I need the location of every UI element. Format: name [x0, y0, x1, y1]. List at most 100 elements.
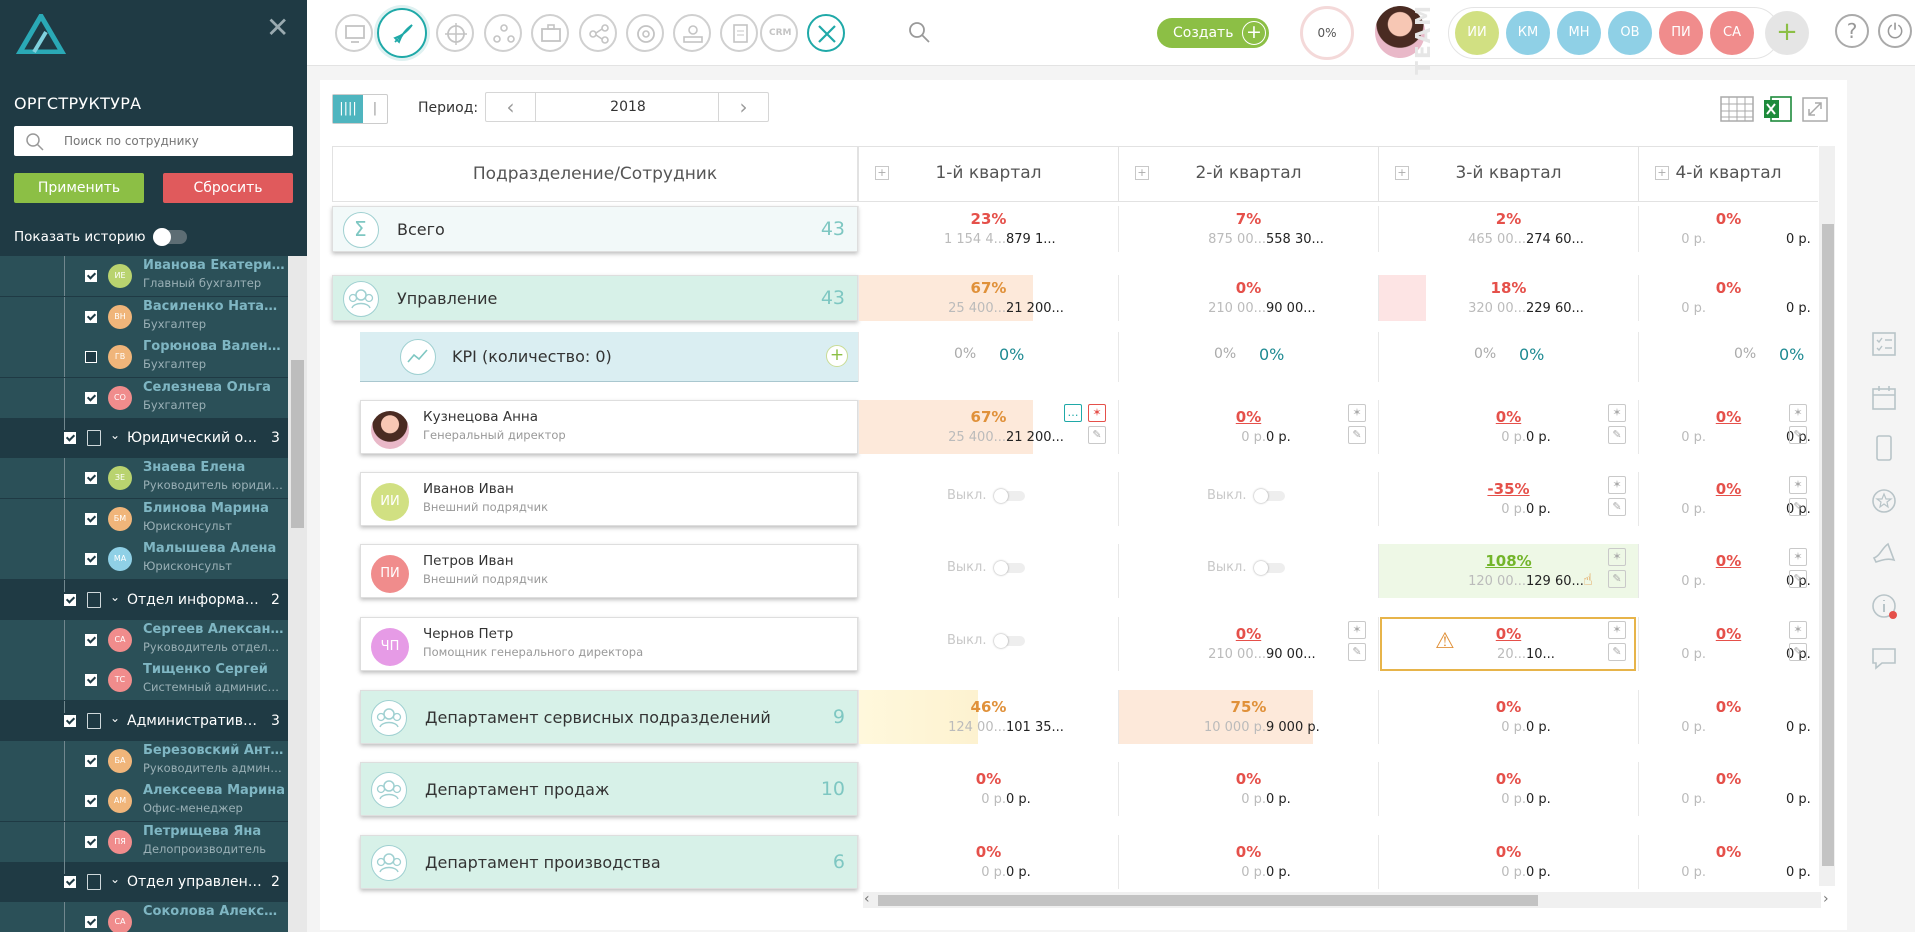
- kpi-cell[interactable]: 0% 0 р. 0 р.: [1378, 835, 1638, 889]
- checklist-icon[interactable]: [1870, 330, 1898, 358]
- close-icon[interactable]: ✕: [266, 11, 290, 44]
- scroll-right-icon[interactable]: ›: [1823, 891, 1829, 907]
- expand-quarter-icon[interactable]: +: [1655, 166, 1669, 180]
- edit-icon[interactable]: ✎: [1789, 426, 1807, 444]
- percent-value[interactable]: 18%: [1490, 279, 1527, 297]
- create-button[interactable]: Создать +: [1157, 18, 1269, 48]
- tree-employee-item[interactable]: ВН Василенко Наталья Бухгалтер: [0, 296, 288, 337]
- employee-checkbox[interactable]: [85, 835, 97, 848]
- percent-value[interactable]: 46%: [970, 698, 1007, 716]
- kpi-cell[interactable]: 0% 0 р. 0 р.: [1118, 835, 1378, 889]
- edit-icon[interactable]: ✎: [1088, 426, 1106, 444]
- fullscreen-icon[interactable]: [1802, 94, 1828, 124]
- percent-value[interactable]: 75%: [1230, 698, 1267, 716]
- department-name[interactable]: Отдел информационных технологий: [127, 591, 265, 608]
- edit-icon[interactable]: ✎: [1348, 426, 1366, 444]
- reset-button[interactable]: Сбросить: [163, 173, 293, 203]
- tree-department-item[interactable]: ⌄ Отдел управления персоналом 2: [0, 862, 288, 902]
- kpi-cell[interactable]: 0% 0 р. 0 р.: [1378, 762, 1638, 816]
- logo-icon[interactable]: [16, 14, 66, 54]
- chevron-down-icon[interactable]: ⌄: [110, 710, 121, 725]
- pin-icon[interactable]: ✶: [1088, 404, 1106, 422]
- employee-name[interactable]: Березовский Антон: [143, 742, 285, 758]
- edit-icon[interactable]: ✎: [1789, 498, 1807, 516]
- total-row[interactable]: Σ Всего 43: [332, 206, 858, 252]
- percent-value[interactable]: 0%: [1715, 279, 1742, 297]
- pin-icon[interactable]: ✶: [1348, 621, 1366, 639]
- employee-row[interactable]: ЧП Чернов Петр Помощник генерального дирек…: [360, 617, 858, 671]
- row-name[interactable]: KPI (количество: 0): [452, 347, 612, 366]
- kpi-cell[interactable]: 0% 0 р. 0 р.: [1638, 275, 1818, 321]
- tree-department-item[interactable]: ⌄ Административно-хозяйственный отдел 3: [0, 700, 288, 741]
- kpi-cell[interactable]: 0% 0 р. 0 р. ✶ ✎: [1638, 400, 1818, 454]
- pin-icon[interactable]: ✶: [1789, 404, 1807, 422]
- employee-name[interactable]: Алексеева Марина: [143, 783, 285, 798]
- department-checkbox[interactable]: [64, 876, 76, 888]
- power-icon[interactable]: ⏻: [1878, 14, 1912, 48]
- employee-row[interactable]: ПИ Петров Иван Внешний подрядчик: [360, 544, 858, 598]
- employee-checkbox[interactable]: [85, 472, 97, 484]
- star-icon[interactable]: [1870, 487, 1898, 515]
- pin-icon[interactable]: ✶: [1608, 404, 1626, 422]
- tree-employee-item[interactable]: СА Сергеев Александр Руководитель отдела И…: [0, 619, 288, 660]
- chevron-down-icon[interactable]: ⌄: [110, 872, 121, 886]
- percent-value[interactable]: 0%: [1495, 408, 1522, 426]
- goal-icon[interactable]: [626, 14, 664, 52]
- share-icon[interactable]: [579, 14, 617, 52]
- expand-quarter-icon[interactable]: +: [1395, 166, 1409, 180]
- tree-employee-item[interactable]: ЗЕ Знаева Елена Руководитель юридического …: [0, 458, 288, 498]
- department-row[interactable]: Департамент производства 6: [360, 835, 858, 889]
- kpi-cell[interactable]: 0% 0 р. 0 р.: [1378, 690, 1638, 744]
- view-single-icon[interactable]: |: [372, 101, 378, 116]
- pin-icon[interactable]: ✶: [1789, 548, 1807, 566]
- team-member-avatar[interactable]: МН: [1557, 11, 1601, 55]
- kpi-cell[interactable]: Выкл.: [1118, 472, 1378, 526]
- network-icon[interactable]: [484, 14, 522, 52]
- percent-value[interactable]: 2%: [1495, 210, 1522, 228]
- kpi-cell[interactable]: 7% 875 00... 558 30...: [1118, 206, 1378, 252]
- kpi-cell[interactable]: 0% 0 р. 0 р.: [1638, 206, 1818, 252]
- percent-value[interactable]: 23%: [970, 210, 1007, 228]
- kpi-cell[interactable]: 0% 0 р. 0 р.: [1638, 835, 1818, 889]
- employee-name[interactable]: Селезнева Ольга: [143, 379, 271, 395]
- employee-name[interactable]: Тищенко Сергей: [143, 662, 268, 677]
- kpi-cell[interactable]: Выкл.: [1118, 544, 1378, 598]
- tree-employee-item[interactable]: ГВ Горюнова Валентина Бухгалтер: [0, 337, 288, 377]
- row-name[interactable]: Всего: [397, 220, 445, 239]
- kpi-cell[interactable]: 2% 465 00... 274 60...: [1378, 206, 1638, 252]
- percent-value[interactable]: 0%: [1235, 770, 1262, 788]
- history-toggle[interactable]: [153, 228, 187, 246]
- percent-value[interactable]: -35%: [1487, 480, 1530, 498]
- edit-icon[interactable]: ✎: [1789, 643, 1807, 661]
- briefcase-icon[interactable]: [531, 14, 569, 52]
- view-columns-icon[interactable]: ||||: [333, 95, 363, 123]
- scroll-left-icon[interactable]: ‹: [864, 891, 870, 907]
- enable-toggle[interactable]: [1254, 561, 1285, 575]
- bell-icon[interactable]: [1870, 540, 1898, 568]
- edit-icon[interactable]: ✎: [1348, 643, 1366, 661]
- employee-checkbox[interactable]: [85, 512, 97, 525]
- department-name[interactable]: Административно-хозяйственный отдел: [127, 712, 265, 729]
- edit-icon[interactable]: ✎: [1789, 570, 1807, 588]
- department-row[interactable]: Управление 43: [332, 275, 858, 321]
- percent-value[interactable]: 67%: [970, 279, 1007, 297]
- row-name[interactable]: Департамент сервисных подразделений: [425, 708, 771, 727]
- expand-quarter-icon[interactable]: +: [1135, 166, 1149, 180]
- tree-employee-item[interactable]: СО Селезнева Ольга Бухгалтер: [0, 377, 288, 418]
- excel-icon[interactable]: [1763, 94, 1793, 124]
- pin-icon[interactable]: ✶: [1608, 621, 1626, 639]
- percent-value[interactable]: 0%: [975, 843, 1002, 861]
- team-member-avatar[interactable]: СА: [1710, 11, 1754, 55]
- pin-icon[interactable]: ✶: [1789, 476, 1807, 494]
- enable-toggle[interactable]: [994, 634, 1025, 648]
- employee-name[interactable]: Иванова Екатерина: [143, 258, 285, 273]
- kpi-cell[interactable]: 0% 0%: [1378, 332, 1638, 382]
- percent-value[interactable]: 0%: [1715, 770, 1742, 788]
- employee-name[interactable]: Кузнецова Анна: [423, 409, 539, 425]
- percent-value[interactable]: 67%: [970, 408, 1007, 426]
- kpi-cell[interactable]: 0% 0 р. 0 р. ✶ ✎: [1638, 544, 1818, 598]
- target-icon[interactable]: [436, 14, 474, 52]
- employee-name[interactable]: Чернов Петр: [423, 626, 514, 642]
- search-input[interactable]: [64, 126, 284, 156]
- department-name[interactable]: Юридический отдел: [127, 430, 265, 446]
